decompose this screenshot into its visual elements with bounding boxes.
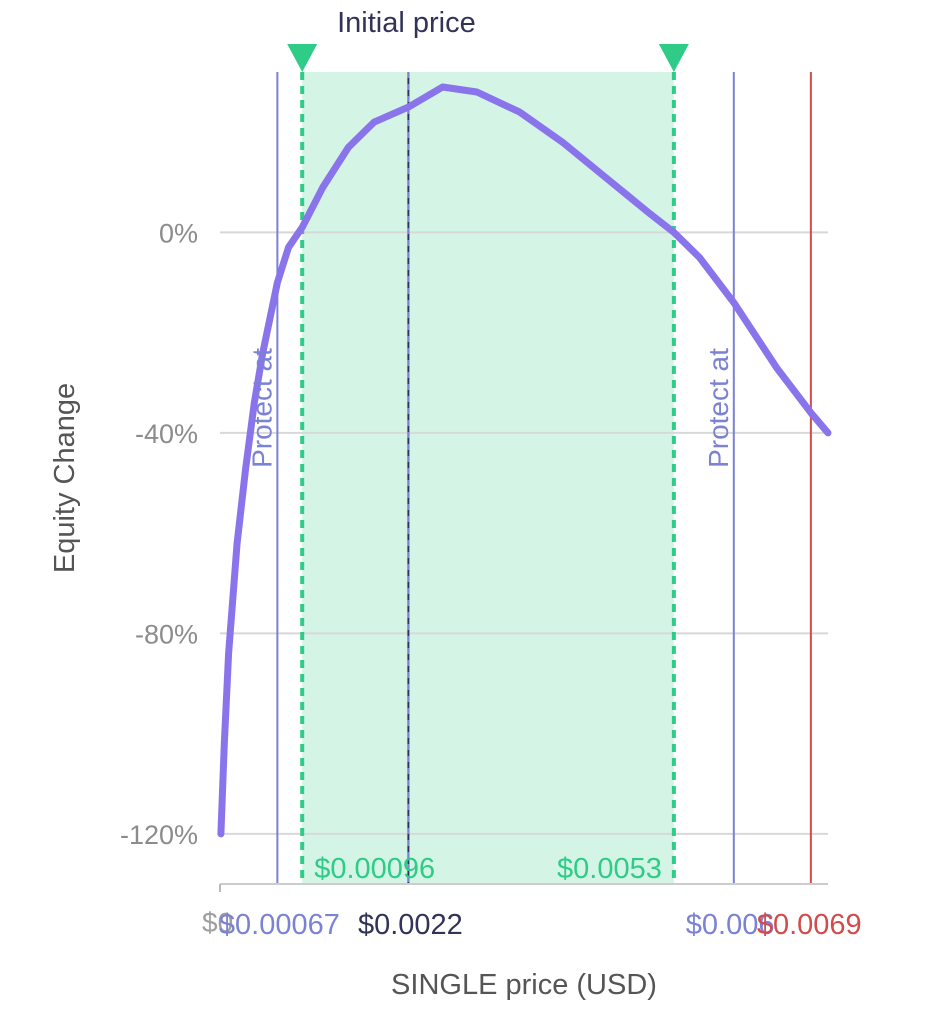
range-fill-layer [302, 72, 674, 884]
series-layer [217, 83, 832, 838]
range-fill [302, 72, 674, 884]
marker-value-label: $0.006 [686, 909, 775, 941]
protect-at-label: Protect at [246, 348, 277, 468]
grid-layer [220, 231, 828, 835]
x-tick-label: $0 [202, 907, 233, 938]
x-axis-title: SINGLE price (USD) [391, 969, 657, 1001]
equity-curve [217, 83, 832, 838]
range-lower-label: $0.00096 [314, 853, 435, 885]
y-tick-label: -120% [120, 820, 198, 850]
axes-layer [219, 883, 828, 892]
y-tick-label: -80% [135, 619, 198, 649]
range-upper-handle [658, 44, 689, 72]
range-upper-label: $0.0053 [557, 853, 662, 885]
marker-value-label: $0.0069 [757, 909, 862, 941]
marker-lines-layer [276, 44, 812, 884]
y-tick-label: 0% [159, 218, 198, 248]
y-axis-title: Equity Change [49, 383, 81, 573]
protect-at-label: Protect at [703, 348, 734, 468]
y-tick-label: -40% [135, 419, 198, 449]
marker-value-label: $0.0022 [358, 909, 463, 941]
marker-value-label: $0.00067 [219, 909, 340, 941]
initial-price-label: Initial price [337, 7, 476, 39]
range-lower-handle [287, 44, 318, 72]
labels-layer: 0%-40%-80%-120%$0$0.00067 $0.0022 $0.006$0… [49, 7, 862, 1001]
